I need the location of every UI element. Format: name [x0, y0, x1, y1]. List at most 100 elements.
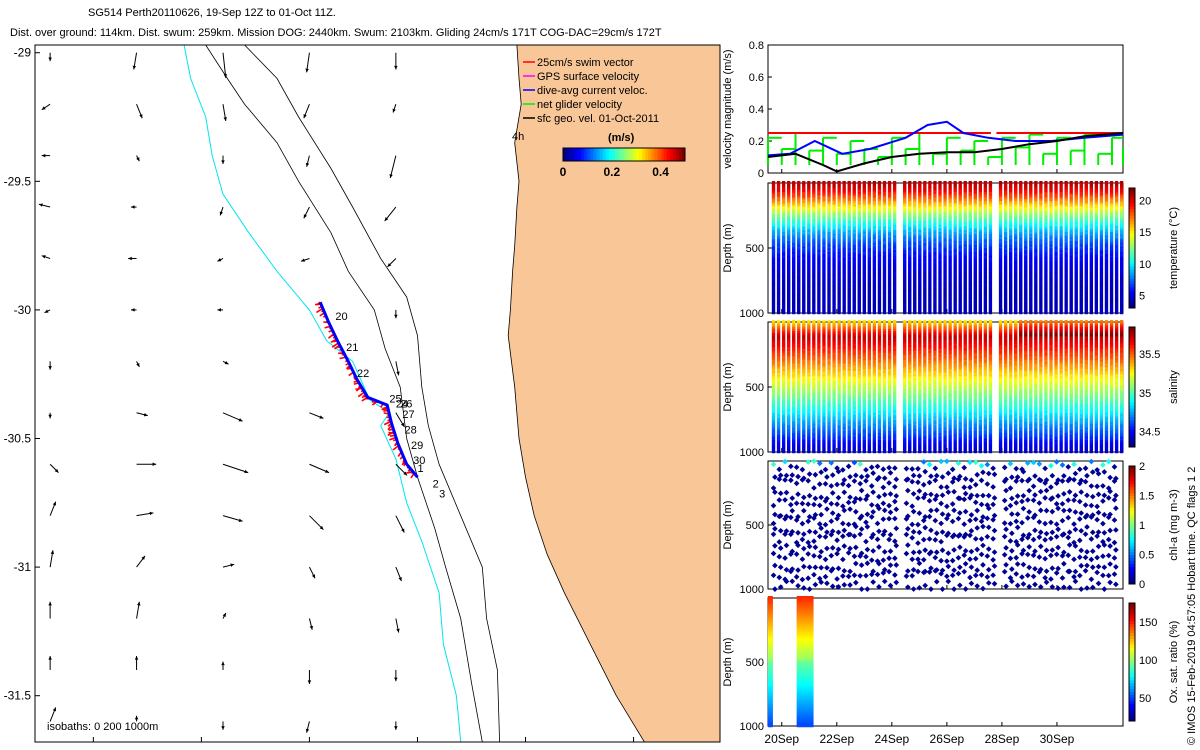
legend-label-net: net glider velocity — [537, 99, 622, 111]
colorbar-segment — [596, 148, 601, 161]
geo-velocity-arrowhead — [217, 258, 222, 262]
temperature-sample — [771, 310, 776, 315]
colorbar-segment — [624, 148, 628, 161]
temperature-sample — [963, 310, 967, 315]
temperature-sample — [1009, 310, 1013, 315]
title-line-1: SG514 Perth20110626, 19-Sep 12Z to 01-Oc… — [88, 7, 336, 19]
colorbar-title: (m/s) — [608, 132, 635, 144]
temperature-sample — [1059, 310, 1063, 315]
dac-track — [318, 301, 419, 479]
geo-velocity-arrowhead — [41, 153, 46, 158]
geo-velocity-arrowhead — [396, 628, 400, 633]
map-frame — [34, 44, 721, 743]
temperature-sample — [998, 310, 1003, 315]
colorbar-segment — [593, 148, 598, 161]
temperature-sample — [867, 310, 871, 315]
temperature-sample — [817, 310, 821, 315]
geo-velocity-arrowhead — [325, 469, 330, 473]
legend-label-gps: GPS surface velocity — [537, 71, 640, 83]
temperature-sample — [1014, 310, 1018, 315]
geo-velocity-arrowhead — [303, 114, 307, 119]
track-day-label: 21 — [346, 342, 358, 354]
geo-velocity-arrowhead — [305, 728, 310, 733]
temperature-sample — [943, 310, 947, 315]
temperature-sample — [812, 310, 816, 315]
track-day-label: 28 — [405, 424, 417, 436]
geo-velocity-arrowhead — [130, 205, 135, 209]
legend-label-sfc: sfc geo. vel. 01-Oct-2011 — [537, 113, 659, 125]
temperature-sample — [1019, 310, 1023, 315]
temperature-sample — [781, 310, 786, 315]
colorbar-segment — [581, 148, 585, 161]
colorbar-segment — [584, 148, 588, 161]
geo-velocity-arrowhead — [238, 518, 243, 522]
colorbar-tick-label: 0.4 — [652, 165, 669, 179]
geo-velocity-arrowhead — [132, 65, 137, 70]
geo-velocity-arrowhead — [309, 625, 314, 630]
track-day-label: 2 — [433, 478, 439, 490]
track-day-label: 25 — [389, 394, 401, 406]
geo-velocity-arrowhead — [136, 362, 140, 367]
colorbar-segment — [608, 148, 613, 161]
temperature-y-tick-label: 1000 — [740, 308, 764, 320]
velocity-y-tick-label: 0.6 — [749, 72, 764, 84]
temperature-sample — [1064, 310, 1068, 315]
geo-velocity-arrowhead — [398, 577, 402, 582]
map-x-tick-label: 113.5 — [187, 748, 216, 750]
isobath-0m-line — [183, 45, 462, 742]
geo-velocity-arrowhead — [394, 65, 398, 70]
colorbar-segment — [572, 148, 576, 161]
geo-velocity-vector — [222, 463, 249, 474]
geo-velocity-arrowhead — [41, 255, 46, 259]
geo-velocity-arrowhead — [387, 263, 392, 267]
temperature-sample — [973, 310, 977, 315]
geo-velocity-arrowhead — [224, 360, 229, 365]
geo-velocity-arrowhead — [149, 511, 154, 516]
colorbar-segment — [633, 148, 637, 161]
geo-velocity-arrowhead — [152, 462, 157, 466]
geo-velocity-arrowhead — [394, 726, 398, 730]
sfc-geostrophic-line — [767, 132, 1124, 173]
geo-velocity-arrowhead — [394, 677, 398, 682]
geo-velocity-arrowhead — [217, 308, 221, 312]
temperature-sample — [1094, 310, 1098, 315]
temperature-sample — [948, 310, 952, 315]
temperature-sample — [1054, 310, 1058, 315]
geo-velocity-arrowhead — [48, 414, 52, 419]
geo-velocity-arrowhead — [44, 309, 49, 313]
colorbar-segment — [639, 148, 643, 161]
temperature-sample — [923, 310, 927, 315]
geo-velocity-arrowhead — [48, 655, 52, 660]
track-day-label: 20 — [335, 311, 347, 323]
temperature-sample — [1049, 310, 1053, 315]
temperature-sample — [862, 310, 866, 315]
geo-velocity-arrowhead — [319, 525, 324, 530]
map-y-tick-label: -29.5 — [4, 174, 32, 188]
geo-velocity-arrowhead — [141, 555, 145, 560]
temperature-sample — [1089, 310, 1093, 315]
geo-velocity-arrowhead — [307, 680, 312, 684]
colorbar-segment — [654, 148, 659, 161]
track-day-label: 1 — [417, 463, 423, 475]
temperature-sample — [857, 310, 861, 315]
geo-velocity-arrowhead — [389, 174, 393, 178]
temperature-sample — [988, 310, 993, 315]
geo-velocity-arrowhead — [396, 371, 400, 376]
geo-velocity-arrowhead — [219, 211, 223, 216]
geo-velocity-vector — [389, 155, 397, 179]
temperature-sample — [1024, 310, 1028, 315]
geo-velocity-arrowhead — [41, 106, 46, 110]
velocity-y-label: velocity magnitude (m/s) — [722, 49, 734, 168]
dive-avg-current-line — [767, 120, 1124, 157]
geo-velocity-arrowhead — [238, 418, 243, 422]
colorbar-segment — [642, 148, 646, 161]
colorbar-segment — [611, 148, 616, 161]
temperature-sample — [852, 310, 856, 315]
geo-velocity-arrowhead — [221, 661, 225, 666]
temperature-sample — [908, 310, 912, 315]
geo-velocity-arrowhead — [223, 74, 228, 78]
map-y-tick-label: -30 — [14, 303, 32, 317]
land-polygon — [507, 45, 720, 742]
map-x-tick-label: 114 — [300, 748, 319, 750]
